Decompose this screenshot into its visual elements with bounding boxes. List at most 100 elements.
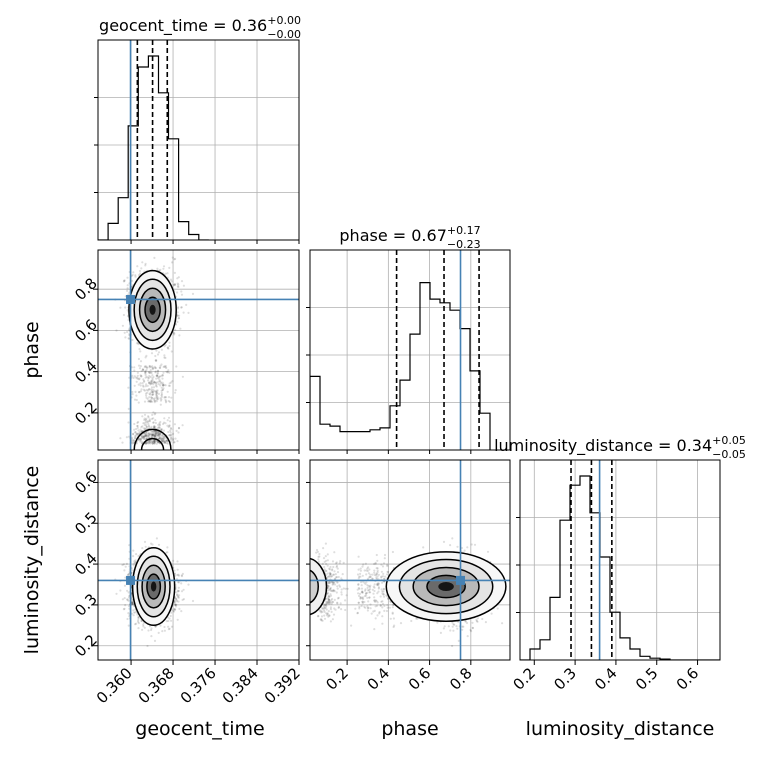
sample-point: [146, 366, 149, 369]
sample-point: [134, 611, 137, 614]
sample-point: [154, 430, 157, 433]
sample-point: [127, 591, 130, 594]
sample-point: [155, 377, 158, 380]
sample-point: [180, 574, 183, 577]
sample-point: [127, 596, 131, 599]
sample-point: [137, 357, 140, 361]
sample-point: [168, 424, 171, 428]
sample-point: [173, 608, 177, 611]
sample-point: [151, 433, 154, 436]
sample-point: [150, 434, 154, 437]
sample-point: [150, 400, 153, 403]
sample-point: [160, 434, 163, 437]
sample-point: [161, 440, 164, 443]
sample-point: [140, 375, 143, 378]
sample-point: [162, 365, 165, 369]
sample-point: [148, 396, 151, 399]
sample-point: [151, 391, 154, 394]
sample-point: [151, 377, 154, 380]
sample-point: [176, 320, 179, 323]
sample-point: [170, 438, 173, 441]
sample-point: [126, 573, 130, 576]
sample-point: [136, 424, 139, 428]
sample-point: [143, 423, 146, 427]
sample-point: [137, 620, 140, 623]
sample-point: [185, 303, 188, 306]
sample-point: [144, 420, 147, 423]
sample-point: [141, 415, 144, 418]
sample-point: [149, 441, 152, 444]
sample-point: [145, 365, 148, 368]
sample-point: [176, 595, 179, 598]
sample-point: [156, 353, 160, 356]
sample-point: [126, 330, 129, 334]
sample-point: [177, 589, 181, 593]
sample-point: [152, 393, 155, 396]
sample-point: [131, 438, 134, 441]
sample-point: [144, 372, 147, 375]
sample-point: [152, 391, 155, 394]
sample-point: [153, 435, 156, 438]
sample-point: [176, 590, 180, 593]
sample-point: [153, 440, 156, 444]
sample-point: [119, 306, 122, 309]
sample-point: [162, 421, 166, 424]
sample-point: [140, 369, 143, 373]
sample-point: [161, 374, 164, 377]
sample-point: [157, 440, 160, 444]
sample-point: [133, 560, 136, 563]
sample-point: [152, 430, 155, 433]
sample-point: [145, 383, 148, 386]
sample-point: [115, 592, 118, 595]
sample-point: [133, 562, 136, 565]
sample-point: [138, 391, 141, 394]
sample-point: [177, 596, 180, 599]
sample-point: [151, 378, 154, 381]
sample-point: [182, 311, 185, 314]
sample-point: [141, 435, 144, 438]
sample-point: [170, 396, 173, 399]
sample-point: [150, 396, 153, 399]
sample-point: [182, 588, 185, 591]
sample-point: [160, 386, 163, 389]
sample-point: [164, 272, 167, 275]
sample-point: [174, 603, 177, 607]
sample-point: [132, 439, 135, 442]
sample-point: [138, 430, 141, 433]
sample-point: [157, 351, 161, 354]
sample-point: [180, 306, 183, 309]
sample-point: [144, 262, 147, 265]
sample-point: [180, 280, 184, 283]
sample-point: [165, 551, 168, 554]
sample-point: [166, 390, 169, 393]
sample-point: [162, 387, 165, 390]
sample-point: [137, 429, 140, 432]
sample-point: [168, 384, 171, 387]
sample-point: [151, 393, 154, 396]
sample-point: [157, 431, 160, 434]
sample-point: [161, 383, 165, 386]
sample-point: [126, 287, 129, 290]
sample-point: [152, 433, 155, 437]
sample-point: [142, 621, 145, 625]
sample-point: [119, 437, 122, 440]
sample-point: [147, 370, 150, 373]
sample-point: [158, 426, 161, 429]
sample-point: [135, 553, 138, 556]
sample-point: [164, 422, 167, 425]
sample-point: [156, 431, 159, 434]
sample-point: [133, 366, 136, 369]
sample-point: [181, 572, 184, 576]
sample-point: [191, 292, 195, 295]
sample-point: [137, 617, 140, 620]
sample-point: [139, 365, 142, 368]
sample-point: [126, 276, 129, 279]
sample-point: [160, 398, 163, 401]
sample-point: [131, 390, 134, 394]
sample-point: [142, 436, 145, 439]
sample-point: [152, 386, 156, 389]
sample-point: [130, 601, 134, 604]
sample-point: [150, 417, 154, 420]
sample-point: [133, 435, 137, 438]
sample-point: [161, 388, 164, 392]
